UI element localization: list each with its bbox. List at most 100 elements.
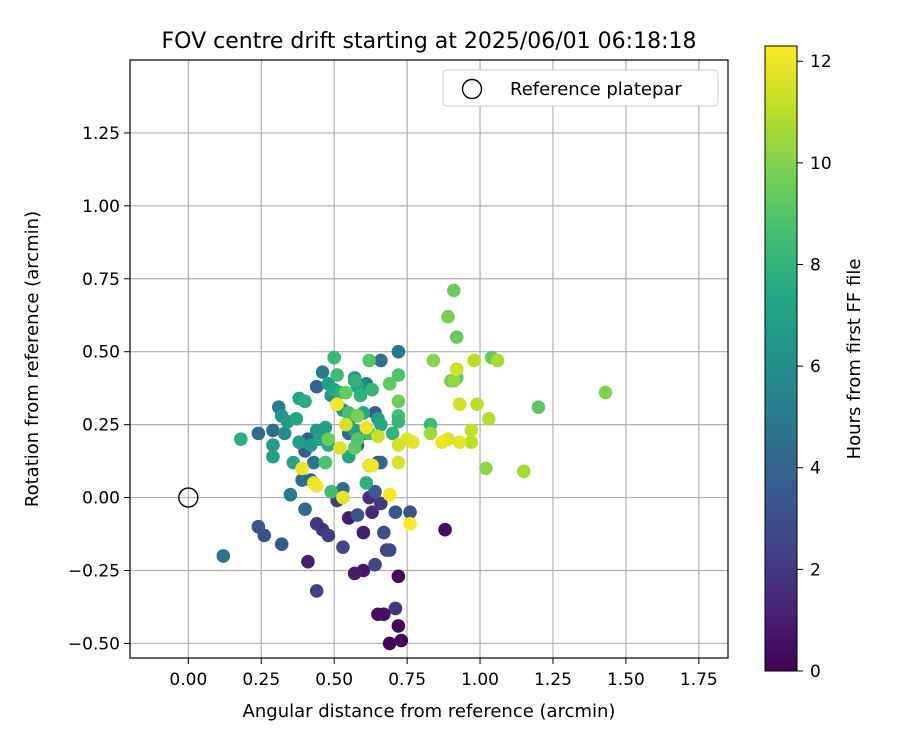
y-tick-label: 0.75 — [82, 270, 120, 290]
data-point — [234, 432, 248, 447]
data-point — [306, 455, 321, 470]
grid-lines — [130, 60, 728, 658]
data-point — [382, 487, 397, 502]
x-tick-label: 1.50 — [607, 670, 645, 690]
colorbar-tick-label: 6 — [810, 357, 821, 377]
data-point — [350, 432, 365, 447]
data-point — [446, 374, 461, 388]
data-point — [324, 484, 339, 499]
data-point — [359, 476, 374, 490]
y-tick-label: 0.50 — [82, 343, 120, 363]
x-tick-label: 1.25 — [534, 670, 572, 690]
data-point — [403, 505, 417, 519]
data-point — [464, 435, 479, 449]
y-tick-label: 0.00 — [82, 489, 120, 509]
data-point — [388, 601, 403, 616]
y-axis-ticks: −0.50 −0.25 0.00 0.25 0.50 0.75 1.00 1.25 — [68, 124, 130, 654]
data-point — [391, 344, 406, 359]
x-axis-ticks: 0.00 0.25 0.50 0.75 1.00 1.25 1.50 1.75 — [169, 658, 718, 690]
data-point — [391, 438, 406, 452]
data-point — [347, 566, 362, 581]
data-point — [376, 525, 391, 540]
data-point — [309, 379, 324, 394]
data-point — [277, 426, 292, 441]
data-point — [301, 554, 315, 569]
data-point — [374, 496, 388, 511]
data-point — [517, 464, 531, 479]
data-point — [257, 528, 271, 543]
y-axis-label: Rotation from reference (arcmin) — [22, 211, 43, 507]
data-point — [482, 412, 496, 426]
data-point — [347, 374, 362, 388]
reference-marker-layer — [178, 487, 199, 508]
data-point — [452, 435, 467, 449]
data-point — [356, 525, 371, 540]
data-point — [309, 584, 324, 598]
data-point — [289, 412, 304, 426]
data-point — [449, 362, 464, 377]
data-point — [298, 394, 312, 409]
colorbar-gradient — [764, 45, 798, 672]
legend-box — [442, 69, 719, 107]
data-point — [321, 432, 336, 447]
data-point — [435, 435, 449, 449]
data-point — [318, 455, 333, 470]
data-point — [368, 557, 382, 572]
data-point — [385, 426, 400, 441]
data-point — [394, 633, 409, 648]
data-point — [266, 449, 280, 464]
data-point — [470, 397, 484, 412]
x-tick-label: 1.75 — [680, 670, 718, 690]
data-point — [309, 479, 324, 493]
data-point — [274, 537, 289, 552]
data-point — [339, 417, 353, 432]
data-point — [333, 441, 347, 455]
legend-label: Reference platepar — [510, 79, 682, 100]
data-point — [318, 420, 333, 435]
data-points — [216, 283, 613, 651]
data-point — [295, 461, 309, 476]
data-point — [438, 522, 452, 537]
data-point — [266, 438, 280, 452]
colorbar: 0 2 4 6 8 10 12 Hours from first FF file — [764, 45, 865, 682]
data-point — [327, 350, 341, 365]
data-point — [391, 414, 406, 429]
data-point — [441, 309, 455, 324]
data-point — [531, 400, 546, 414]
data-point — [336, 540, 350, 554]
data-point — [350, 508, 365, 522]
data-point — [339, 385, 353, 400]
data-point — [283, 487, 298, 502]
data-point — [376, 607, 391, 622]
data-point — [321, 528, 336, 543]
data-point — [292, 435, 306, 449]
colorbar-label: Hours from first FF file — [844, 259, 865, 460]
legend-reference-marker — [461, 78, 483, 100]
data-point — [266, 423, 280, 438]
data-point — [382, 376, 397, 391]
x-tick-label: 0.25 — [242, 670, 280, 690]
data-point — [464, 423, 479, 438]
colorbar-tick-label: 2 — [810, 560, 821, 580]
data-point — [388, 505, 403, 519]
data-point — [359, 420, 374, 435]
x-tick-label: 0.50 — [315, 670, 353, 690]
data-point — [350, 409, 365, 423]
data-point — [298, 502, 312, 517]
colorbar-tick-label: 10 — [810, 154, 832, 174]
colorbar-tick-label: 4 — [810, 459, 821, 479]
y-tick-label: −0.50 — [68, 634, 120, 654]
x-tick-label: 0.75 — [388, 670, 426, 690]
colorbar-tick-label: 12 — [810, 52, 832, 72]
data-point — [374, 353, 388, 368]
y-tick-label: 0.25 — [82, 416, 120, 436]
reference-platepar-marker — [178, 487, 199, 508]
data-point — [365, 382, 379, 397]
x-tick-label: 1.00 — [461, 670, 499, 690]
y-tick-label: 1.25 — [82, 124, 120, 144]
legend: Reference platepar — [442, 69, 719, 107]
chart-title: FOV centre drift starting at 2025/06/01 … — [162, 29, 697, 54]
data-point — [365, 458, 379, 473]
data-point — [315, 365, 330, 379]
